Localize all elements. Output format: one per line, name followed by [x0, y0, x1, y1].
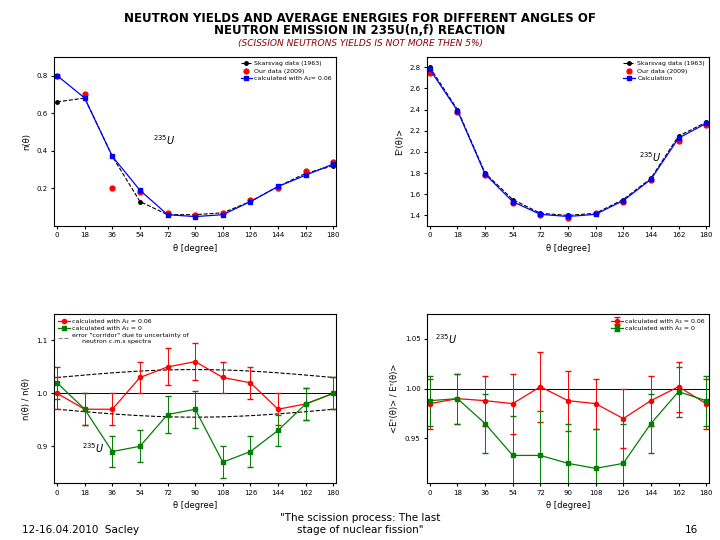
Text: $^{235}$U: $^{235}$U [436, 333, 458, 347]
Our data (2009) [564, 214, 572, 221]
Calculation [674, 135, 683, 141]
calculated with A₂= 0.06 [218, 212, 227, 218]
Skarsvag data (1963) [508, 197, 517, 203]
Our data (2009) [619, 198, 628, 205]
Our data (2009) [53, 72, 61, 79]
Our data (2009) [163, 210, 172, 216]
Calculation [426, 66, 434, 73]
Text: $^{235}$U: $^{235}$U [639, 150, 661, 164]
X-axis label: θ [degree]: θ [degree] [546, 501, 590, 510]
Our data (2009) [81, 91, 89, 98]
Skarsvag data (1963) [647, 175, 655, 181]
Legend: Skarsvag data (1963), Our data (2009), calculated with A₂= 0.06: Skarsvag data (1963), Our data (2009), c… [240, 60, 333, 82]
calculated with A₂= 0.06 [191, 213, 199, 220]
Calculation [508, 198, 517, 205]
Our data (2009) [674, 138, 683, 145]
calculated with A₂= 0.06 [108, 153, 117, 160]
Text: "The scission process: The last
stage of nuclear fission": "The scission process: The last stage of… [280, 513, 440, 535]
Line: Our data (2009): Our data (2009) [55, 73, 336, 217]
Calculation [619, 197, 628, 204]
Skarsvag data (1963) [135, 198, 144, 205]
Skarsvag data (1963) [329, 163, 338, 169]
Our data (2009) [536, 212, 545, 219]
Our data (2009) [108, 185, 117, 192]
Our data (2009) [453, 109, 462, 115]
Our data (2009) [246, 197, 255, 203]
Calculation [647, 176, 655, 183]
calculated with A₂= 0.06 [163, 212, 172, 218]
X-axis label: θ [degree]: θ [degree] [546, 244, 590, 253]
calculated with A₂= 0.06 [302, 172, 310, 178]
Y-axis label: n(θ): n(θ) [22, 133, 31, 150]
Text: 12-16.04.2010  Sacley: 12-16.04.2010 Sacley [22, 524, 139, 535]
Our data (2009) [191, 212, 199, 218]
Text: $^{235}$U: $^{235}$U [153, 133, 175, 147]
Our data (2009) [481, 172, 490, 178]
Skarsvag data (1963) [274, 183, 282, 190]
Our data (2009) [591, 210, 600, 217]
Calculation [453, 107, 462, 114]
Y-axis label: n(θ) / n(θ): n(θ) / n(θ) [22, 377, 31, 420]
calculated with A₂= 0.06 [246, 198, 255, 205]
Skarsvag data (1963) [481, 170, 490, 177]
Skarsvag data (1963) [81, 95, 89, 102]
Calculation [591, 211, 600, 218]
Calculation [536, 211, 545, 218]
calculated with A₂= 0.06 [329, 161, 338, 167]
Skarsvag data (1963) [426, 64, 434, 71]
Our data (2009) [218, 210, 227, 216]
Line: calculated with A₂= 0.06: calculated with A₂= 0.06 [55, 74, 335, 218]
Line: Skarsvag data (1963): Skarsvag data (1963) [55, 96, 335, 217]
Calculation [564, 213, 572, 220]
X-axis label: θ [degree]: θ [degree] [173, 501, 217, 510]
Legend: Skarsvag data (1963), Our data (2009), Calculation: Skarsvag data (1963), Our data (2009), C… [622, 60, 706, 82]
Skarsvag data (1963) [453, 106, 462, 113]
Text: NEUTRON EMISSION IN 235U(n,f) REACTION: NEUTRON EMISSION IN 235U(n,f) REACTION [215, 24, 505, 37]
Text: 16: 16 [685, 524, 698, 535]
Skarsvag data (1963) [302, 170, 310, 177]
Text: NEUTRON YIELDS AND AVERAGE ENERGIES FOR DIFFERENT ANGLES OF: NEUTRON YIELDS AND AVERAGE ENERGIES FOR … [124, 12, 596, 25]
Text: (SCISSION NEUTRONS YIELDS IS NOT MORE THEN 5%): (SCISSION NEUTRONS YIELDS IS NOT MORE TH… [238, 39, 482, 48]
Legend: calculated with A₂ = 0.06, calculated with A₂ = 0: calculated with A₂ = 0.06, calculated wi… [611, 317, 706, 332]
X-axis label: θ [degree]: θ [degree] [173, 244, 217, 253]
Y-axis label: Eᵀ(θ)>: Eᵀ(θ)> [395, 128, 404, 155]
Text: $^{235}$U: $^{235}$U [82, 441, 104, 455]
Skarsvag data (1963) [702, 119, 711, 125]
Legend: calculated with A₂ = 0.06, calculated with A₂ = 0, error "corridor" due to uncer: calculated with A₂ = 0.06, calculated wi… [57, 317, 190, 345]
Skarsvag data (1963) [108, 153, 117, 160]
Skarsvag data (1963) [536, 210, 545, 217]
Calculation [702, 120, 711, 126]
calculated with A₂= 0.06 [135, 187, 144, 193]
Skarsvag data (1963) [53, 99, 61, 105]
Our data (2009) [647, 177, 655, 184]
Calculation [481, 171, 490, 177]
Line: Calculation: Calculation [428, 68, 708, 218]
calculated with A₂= 0.06 [81, 95, 89, 102]
Skarsvag data (1963) [674, 133, 683, 139]
Skarsvag data (1963) [564, 212, 572, 219]
Skarsvag data (1963) [218, 210, 227, 216]
Line: Skarsvag data (1963): Skarsvag data (1963) [428, 65, 708, 217]
Our data (2009) [426, 69, 434, 76]
Our data (2009) [508, 199, 517, 206]
calculated with A₂= 0.06 [274, 183, 282, 190]
Our data (2009) [302, 168, 310, 174]
Our data (2009) [135, 189, 144, 195]
calculated with A₂= 0.06 [53, 72, 61, 79]
Y-axis label: <Eᵀ(θ)> / Eᵀ(θ)>: <Eᵀ(θ)> / Eᵀ(θ)> [390, 364, 399, 433]
Our data (2009) [274, 185, 282, 192]
Skarsvag data (1963) [163, 212, 172, 218]
Skarsvag data (1963) [619, 197, 628, 203]
Skarsvag data (1963) [246, 198, 255, 205]
Our data (2009) [329, 159, 338, 165]
Line: Our data (2009): Our data (2009) [428, 70, 708, 220]
Skarsvag data (1963) [191, 212, 199, 218]
Our data (2009) [702, 122, 711, 129]
Skarsvag data (1963) [591, 210, 600, 217]
